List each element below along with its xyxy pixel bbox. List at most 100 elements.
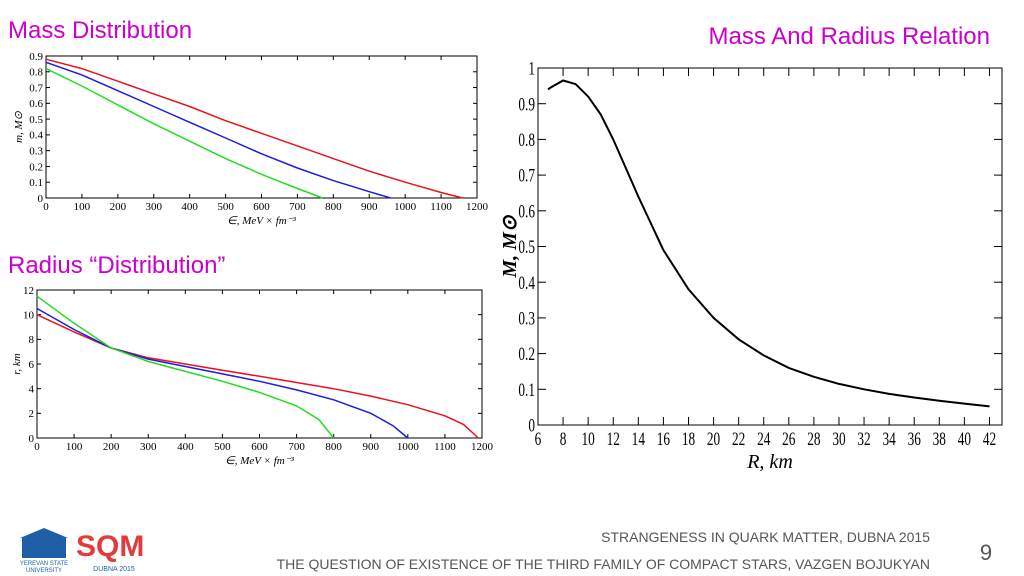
y-tick-label: 4 bbox=[29, 384, 35, 396]
footer-text: STRANGENESS IN QUARK MATTER, DUBNA 2015 bbox=[601, 529, 930, 545]
page-number: 9 bbox=[980, 540, 992, 565]
x-tick-label: 8 bbox=[560, 428, 567, 450]
x-tick-label: 16 bbox=[657, 428, 670, 450]
y-tick-label: 0.2 bbox=[29, 161, 43, 173]
sqm-logo: SQM DUBNA 2015 bbox=[76, 530, 144, 573]
logo-text: SQM bbox=[76, 530, 144, 563]
x-tick-label: 26 bbox=[782, 428, 795, 450]
y-tick-label: 0.8 bbox=[518, 129, 535, 151]
series-line bbox=[45, 67, 323, 199]
logo-building bbox=[22, 538, 66, 558]
x-tick-label: 200 bbox=[110, 201, 127, 213]
x-tick-label: 28 bbox=[807, 428, 820, 450]
y-tick-label: 0.8 bbox=[29, 67, 43, 79]
logo-text: YEREVAN STATE bbox=[20, 561, 68, 567]
x-tick-label: 24 bbox=[757, 428, 770, 450]
y-tick-label: 6 bbox=[29, 359, 35, 371]
series-line bbox=[36, 314, 479, 439]
footer-text: THE QUESTION OF EXISTENCE OF THE THIRD F… bbox=[277, 556, 930, 572]
y-tick-label: 10 bbox=[23, 310, 35, 322]
chart-title: Radius “Distribution” bbox=[8, 252, 225, 279]
y-tick-label: 2 bbox=[29, 408, 35, 420]
x-tick-label: 20 bbox=[707, 428, 720, 450]
x-tick-label: 700 bbox=[288, 441, 305, 453]
x-tick-label: 1000 bbox=[397, 441, 420, 453]
y-tick-label: 0.3 bbox=[29, 146, 43, 158]
y-tick-label: 12 bbox=[23, 285, 34, 297]
y-tick-label: 8 bbox=[29, 334, 35, 346]
y-tick-label: 0 bbox=[29, 433, 35, 445]
x-tick-label: 40 bbox=[958, 428, 971, 450]
x-tick-label: 0 bbox=[43, 201, 49, 213]
x-tick-label: 12 bbox=[607, 428, 620, 450]
x-tick-label: 18 bbox=[682, 428, 695, 450]
y-tick-label: 0.9 bbox=[29, 51, 43, 63]
plot-frame bbox=[45, 55, 478, 199]
x-tick-label: 1200 bbox=[466, 201, 489, 213]
x-tick-label: 300 bbox=[140, 441, 157, 453]
series-line bbox=[36, 295, 335, 439]
x-tick-label: 42 bbox=[983, 428, 996, 450]
y-axis-label: M, M⊙ bbox=[499, 214, 521, 279]
x-tick-label: 200 bbox=[103, 441, 120, 453]
y-tick-label: 0.3 bbox=[518, 307, 535, 329]
x-tick-label: 700 bbox=[289, 201, 306, 213]
x-tick-label: 38 bbox=[933, 428, 946, 450]
y-tick-label: 0.7 bbox=[518, 164, 535, 186]
plot-frame bbox=[537, 67, 1003, 426]
y-tick-label: 0.9 bbox=[518, 93, 535, 115]
y-tick-label: 0.1 bbox=[29, 177, 43, 189]
x-tick-label: 1200 bbox=[471, 441, 494, 453]
x-tick-label: 0 bbox=[34, 441, 40, 453]
x-tick-label: 500 bbox=[217, 201, 234, 213]
x-tick-label: 400 bbox=[181, 201, 198, 213]
y-tick-label: 0.1 bbox=[518, 379, 535, 401]
plot-frame bbox=[36, 289, 483, 439]
chart-title: Mass Distribution bbox=[8, 17, 192, 44]
x-tick-label: 34 bbox=[882, 428, 895, 450]
x-tick-label: 400 bbox=[177, 441, 194, 453]
x-tick-label: 22 bbox=[732, 428, 745, 450]
x-tick-label: 800 bbox=[325, 441, 342, 453]
x-tick-label: 1100 bbox=[434, 441, 456, 453]
y-tick-label: 0.2 bbox=[518, 343, 535, 365]
x-tick-label: 800 bbox=[325, 201, 342, 213]
x-axis-label: R, km bbox=[746, 451, 793, 473]
y-tick-label: 0.6 bbox=[518, 200, 535, 222]
x-tick-label: 300 bbox=[146, 201, 163, 213]
y-tick-label: 0.5 bbox=[29, 114, 43, 126]
x-tick-label: 10 bbox=[582, 428, 595, 450]
logo-text: UNIVERSITY bbox=[26, 568, 62, 574]
x-axis-label: ∈, MeV × fm⁻³ bbox=[225, 455, 294, 467]
series-line bbox=[45, 58, 463, 199]
x-tick-label: 900 bbox=[363, 441, 380, 453]
x-tick-label: 900 bbox=[361, 201, 378, 213]
y-tick-label: 0.6 bbox=[29, 98, 43, 110]
x-tick-label: 36 bbox=[908, 428, 921, 450]
x-axis-label: ∈, MeV × fm⁻³ bbox=[227, 215, 296, 227]
y-axis-label: r, km bbox=[11, 353, 23, 374]
chart-title: Mass And Radius Relation bbox=[709, 23, 990, 50]
x-tick-label: 600 bbox=[253, 201, 270, 213]
x-tick-label: 1100 bbox=[430, 201, 452, 213]
y-axis-label: m, M⊙ bbox=[13, 110, 25, 143]
x-tick-label: 100 bbox=[66, 441, 83, 453]
y-tick-label: 1 bbox=[528, 57, 535, 79]
y-tick-label: 0.5 bbox=[518, 236, 535, 258]
y-tick-label: 0.7 bbox=[29, 82, 43, 94]
series-line bbox=[547, 79, 990, 408]
university-logo: YEREVAN STATE UNIVERSITY bbox=[20, 528, 68, 574]
x-tick-label: 600 bbox=[251, 441, 268, 453]
x-tick-label: 500 bbox=[214, 441, 231, 453]
y-tick-label: 0 bbox=[528, 414, 535, 436]
x-tick-label: 1000 bbox=[394, 201, 417, 213]
logo-roof bbox=[20, 528, 68, 538]
x-tick-label: 32 bbox=[857, 428, 870, 450]
logo-text: DUBNA 2015 bbox=[93, 566, 135, 573]
y-tick-label: 0.4 bbox=[518, 271, 535, 293]
x-tick-label: 30 bbox=[832, 428, 845, 450]
series-line bbox=[45, 61, 392, 199]
series-line bbox=[36, 307, 409, 439]
y-tick-label: 0.4 bbox=[29, 130, 43, 142]
